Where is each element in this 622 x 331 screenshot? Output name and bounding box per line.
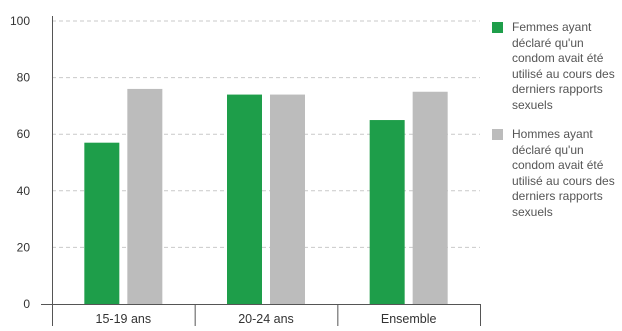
y-tick-label-60: 60	[17, 127, 31, 141]
x-category-label-2: Ensemble	[381, 312, 437, 326]
bar-chart: 0 20 40 60 80 100 15-19 ans 20-24 ans Ensemble	[10, 14, 481, 326]
bars	[84, 88, 448, 304]
y-tick-label-100: 100	[10, 14, 30, 28]
legend-label-women: Femmes ayant déclaré qu'un condom avait …	[512, 20, 615, 112]
y-axis-ticks: 0 20 40 60 80 100	[10, 14, 30, 311]
legend-label-men: Hommes ayant déclaré qu'un condom avait …	[512, 127, 615, 219]
axes	[41, 16, 481, 326]
bar-women-2	[369, 120, 405, 304]
bar-women-0	[84, 142, 120, 304]
y-tick-label-20: 20	[17, 240, 31, 254]
bar-men-2	[412, 91, 448, 304]
legend-item-men: Hommes ayant déclaré qu'un condom avait …	[492, 127, 622, 220]
legend-swatch-men	[492, 129, 503, 140]
y-tick-label-0: 0	[23, 297, 30, 311]
bar-women-1	[227, 94, 262, 304]
x-axis-labels: 15-19 ans 20-24 ans Ensemble	[96, 312, 437, 326]
y-tick-label-80: 80	[17, 71, 31, 85]
bar-men-1	[270, 94, 305, 304]
x-category-label-1: 20-24 ans	[238, 312, 294, 326]
legend-item-women: Femmes ayant déclaré qu'un condom avait …	[492, 20, 622, 113]
bar-men-0	[127, 88, 163, 304]
legend-swatch-women	[492, 22, 503, 33]
y-tick-label-40: 40	[17, 184, 31, 198]
gridlines	[52, 20, 480, 248]
x-category-label-0: 15-19 ans	[96, 312, 152, 326]
legend: Femmes ayant déclaré qu'un condom avait …	[492, 20, 622, 234]
